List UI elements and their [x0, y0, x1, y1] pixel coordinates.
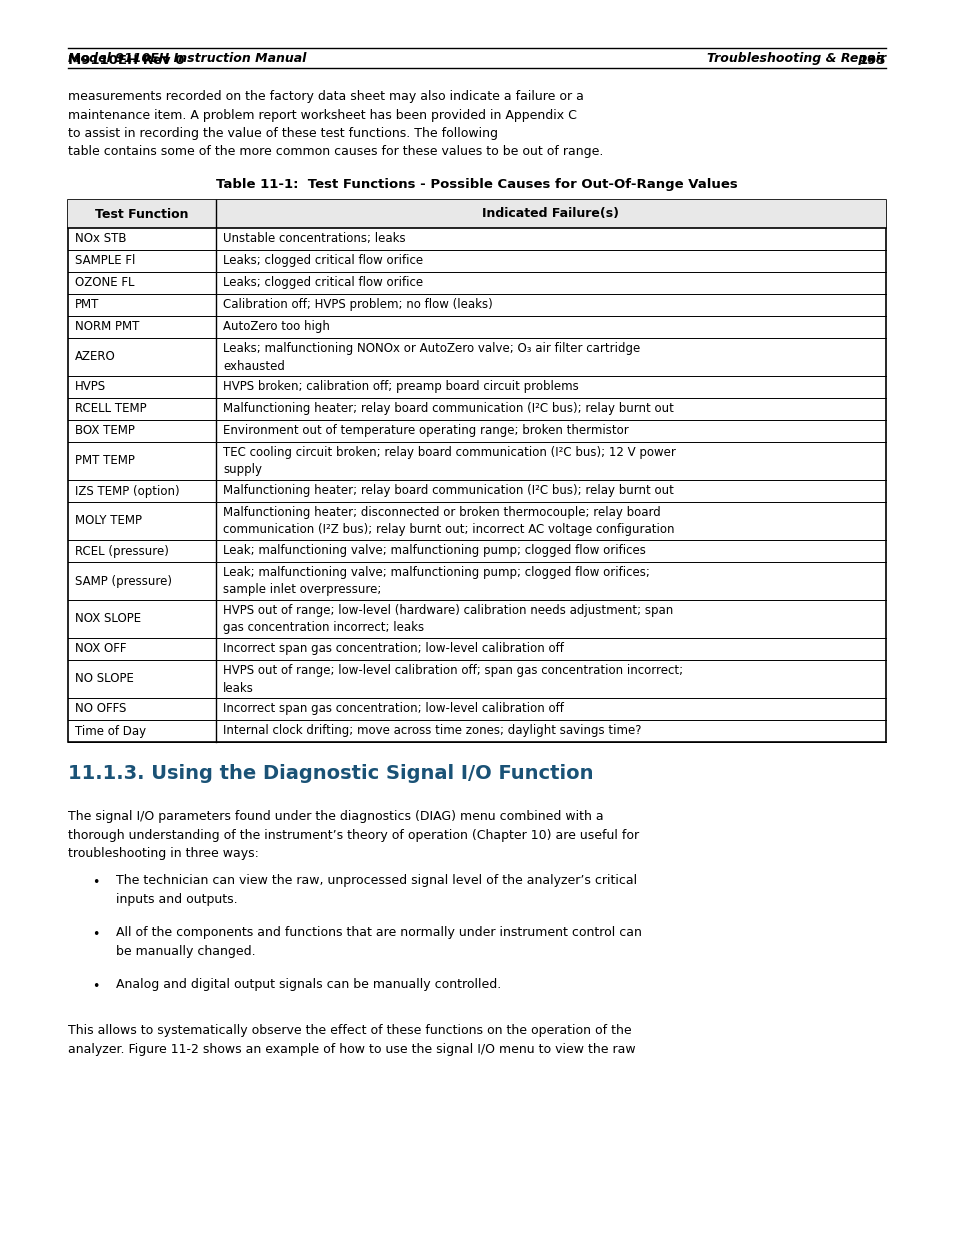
Text: Calibration off; HVPS problem; no flow (leaks): Calibration off; HVPS problem; no flow (… — [223, 298, 493, 311]
Text: Malfunctioning heater; relay board communication (I²C bus); relay burnt out: Malfunctioning heater; relay board commu… — [223, 403, 673, 415]
Text: NOX SLOPE: NOX SLOPE — [75, 613, 141, 625]
Text: TEC cooling circuit broken; relay board communication (I²C bus); 12 V power
supp: TEC cooling circuit broken; relay board … — [223, 446, 675, 477]
Text: The signal I/O parameters found under the diagnostics (DIAG) menu combined with : The signal I/O parameters found under th… — [68, 810, 639, 860]
Text: OZONE FL: OZONE FL — [75, 277, 134, 289]
Text: •: • — [92, 927, 99, 941]
Text: All of the components and functions that are normally under instrument control c: All of the components and functions that… — [116, 926, 641, 957]
Text: Analog and digital output signals can be manually controlled.: Analog and digital output signals can be… — [116, 978, 500, 990]
Text: NO SLOPE: NO SLOPE — [75, 673, 133, 685]
Text: Malfunctioning heater; relay board communication (I²C bus); relay burnt out: Malfunctioning heater; relay board commu… — [223, 484, 673, 496]
Text: Incorrect span gas concentration; low-level calibration off: Incorrect span gas concentration; low-le… — [223, 701, 563, 715]
Text: AZERO: AZERO — [75, 351, 115, 363]
Text: Internal clock drifting; move across time zones; daylight savings time?: Internal clock drifting; move across tim… — [223, 724, 640, 737]
Text: M9110EH Rev 0: M9110EH Rev 0 — [68, 54, 184, 67]
Text: HVPS: HVPS — [75, 380, 106, 394]
Text: 11.1.3. Using the Diagnostic Signal I/O Function: 11.1.3. Using the Diagnostic Signal I/O … — [68, 764, 593, 783]
Text: •: • — [92, 981, 99, 993]
Text: The technician can view the raw, unprocessed signal level of the analyzer’s crit: The technician can view the raw, unproce… — [116, 874, 637, 905]
Text: Leak; malfunctioning valve; malfunctioning pump; clogged flow orifices: Leak; malfunctioning valve; malfunctioni… — [223, 543, 645, 557]
Text: NO OFFS: NO OFFS — [75, 703, 126, 715]
Text: Time of Day: Time of Day — [75, 725, 146, 737]
Text: Leak; malfunctioning valve; malfunctioning pump; clogged flow orifices;
sample i: Leak; malfunctioning valve; malfunctioni… — [223, 566, 649, 597]
Text: NOX OFF: NOX OFF — [75, 642, 127, 656]
Text: HVPS out of range; low-level calibration off; span gas concentration incorrect;
: HVPS out of range; low-level calibration… — [223, 664, 682, 694]
Text: MOLY TEMP: MOLY TEMP — [75, 515, 142, 527]
Text: AutoZero too high: AutoZero too high — [223, 320, 330, 333]
Text: Malfunctioning heater; disconnected or broken thermocouple; relay board
communic: Malfunctioning heater; disconnected or b… — [223, 506, 674, 536]
Text: SAMP (pressure): SAMP (pressure) — [75, 574, 172, 588]
Bar — [68, 200, 885, 742]
Text: Test Function: Test Function — [95, 207, 189, 221]
Bar — [68, 200, 885, 228]
Text: Incorrect span gas concentration; low-level calibration off: Incorrect span gas concentration; low-le… — [223, 642, 563, 655]
Text: Unstable concentrations; leaks: Unstable concentrations; leaks — [223, 232, 405, 245]
Text: Environment out of temperature operating range; broken thermistor: Environment out of temperature operating… — [223, 424, 628, 437]
Text: Indicated Failure(s): Indicated Failure(s) — [482, 207, 618, 221]
Text: SAMPLE Fl: SAMPLE Fl — [75, 254, 135, 268]
Text: Leaks; clogged critical flow orifice: Leaks; clogged critical flow orifice — [223, 275, 423, 289]
Text: •: • — [92, 876, 99, 889]
Text: Leaks; clogged critical flow orifice: Leaks; clogged critical flow orifice — [223, 254, 423, 267]
Text: RCELL TEMP: RCELL TEMP — [75, 403, 147, 415]
Text: BOX TEMP: BOX TEMP — [75, 425, 134, 437]
Text: Table 11-1:  Test Functions - Possible Causes for Out-Of-Range Values: Table 11-1: Test Functions - Possible Ca… — [216, 178, 737, 191]
Text: HVPS broken; calibration off; preamp board circuit problems: HVPS broken; calibration off; preamp boa… — [223, 380, 578, 393]
Text: Leaks; malfunctioning NONOx or AutoZero valve; O₃ air filter cartridge
exhausted: Leaks; malfunctioning NONOx or AutoZero … — [223, 342, 639, 373]
Text: Troubleshooting & Repair: Troubleshooting & Repair — [706, 52, 885, 65]
Text: HVPS out of range; low-level (hardware) calibration needs adjustment; span
gas c: HVPS out of range; low-level (hardware) … — [223, 604, 673, 635]
Text: NOx STB: NOx STB — [75, 232, 127, 246]
Text: 195: 195 — [858, 54, 885, 67]
Text: NORM PMT: NORM PMT — [75, 321, 139, 333]
Text: This allows to systematically observe the effect of these functions on the opera: This allows to systematically observe th… — [68, 1024, 635, 1056]
Text: PMT TEMP: PMT TEMP — [75, 454, 134, 468]
Text: PMT: PMT — [75, 299, 99, 311]
Text: Model 9110EH Instruction Manual: Model 9110EH Instruction Manual — [68, 52, 306, 65]
Text: IZS TEMP (option): IZS TEMP (option) — [75, 484, 179, 498]
Text: measurements recorded on the factory data sheet may also indicate a failure or a: measurements recorded on the factory dat… — [68, 90, 602, 158]
Text: RCEL (pressure): RCEL (pressure) — [75, 545, 169, 557]
